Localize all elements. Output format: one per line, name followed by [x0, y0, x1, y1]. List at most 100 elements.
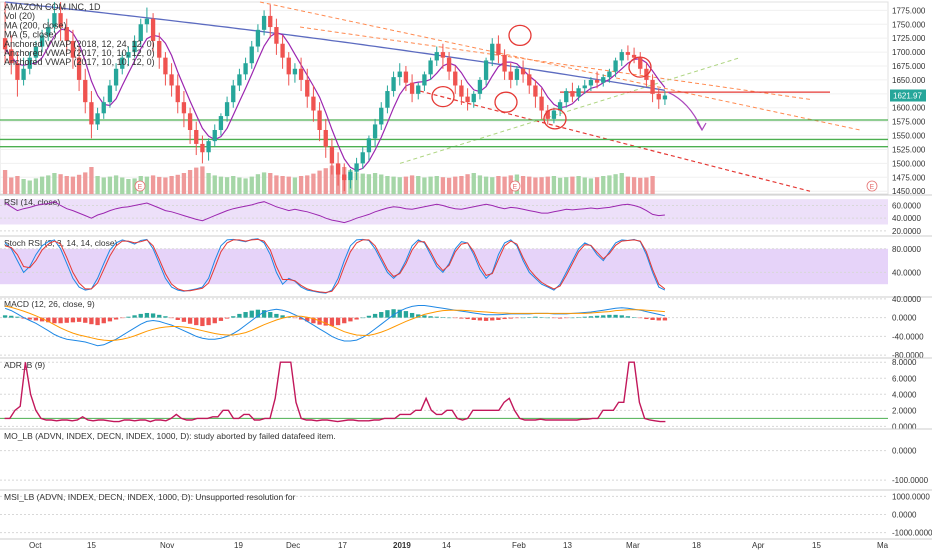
panel-tick-label: -40.0000 — [892, 332, 924, 341]
stoch-d-line — [4, 238, 666, 294]
volume-bar — [194, 167, 199, 194]
volume-bar — [638, 177, 643, 194]
macd-histogram-bar — [169, 317, 174, 319]
candle-body — [64, 27, 69, 41]
volume-bar — [218, 176, 224, 194]
volume-bar — [150, 175, 156, 194]
time-tick-label: 14 — [442, 541, 451, 550]
volume-bar — [434, 176, 439, 194]
candle-body — [120, 57, 125, 69]
macd-histogram-bar — [527, 317, 532, 318]
macd-histogram-bar — [280, 315, 285, 318]
macd-histogram-bar — [576, 317, 581, 318]
macd-histogram-bar — [644, 317, 649, 320]
candle-body — [2, 38, 8, 50]
candle-body — [255, 29, 261, 47]
legend-entry: MA (5, close) — [4, 30, 57, 40]
candle-body — [101, 102, 106, 114]
annotation-circle — [508, 24, 532, 47]
time-tick-label: Apr — [752, 541, 765, 550]
macd-histogram-bar — [570, 317, 575, 319]
macd-histogram-bar — [120, 317, 125, 319]
candle-body — [9, 49, 14, 64]
macd-histogram-bar — [490, 317, 495, 321]
macd-histogram-bar — [354, 317, 359, 320]
volume-bar — [409, 175, 415, 194]
macd-histogram-bar — [144, 312, 150, 318]
volume-bar — [539, 177, 544, 194]
annotation-circle — [543, 108, 567, 130]
macd-histogram-bar — [101, 317, 106, 324]
macd-histogram-bar — [601, 315, 606, 318]
candle-body — [557, 102, 563, 111]
indicator-panel: 80.0000 40.0000 Stoch RSI (3, 3, 14, 14, c… — [0, 235, 932, 294]
macd-histogram-bar — [323, 317, 328, 326]
indicator-panel: 0.0000 -100.0000 MO_LB (ADVN, INDEX, DECN,… — [0, 428, 932, 485]
macd-histogram-bar — [348, 317, 353, 322]
macd-histogram-bar — [298, 317, 304, 320]
panel-tick-label: 8.0000 — [892, 358, 917, 367]
earnings-marker-label: E — [138, 184, 143, 191]
candle-body — [508, 71, 513, 80]
volume-bar — [83, 172, 88, 194]
candle-body — [58, 13, 63, 28]
candle-body — [453, 71, 458, 86]
macd-histogram-bar — [132, 315, 137, 318]
price-panel[interactable]: 1775.000 1750.000 1725.000 1700.000 1675.000… — [0, 1, 926, 196]
macd-histogram-bar — [564, 317, 569, 319]
candle-body — [625, 52, 631, 55]
candle-body — [662, 95, 668, 100]
price-tick-label: 1525.000 — [892, 145, 926, 154]
volume-bar — [224, 177, 230, 194]
macd-histogram-bar — [329, 317, 335, 327]
volume-bar — [231, 176, 236, 194]
candle-body — [440, 52, 446, 58]
candle-body — [218, 116, 224, 130]
candle-body — [601, 77, 606, 83]
macd-histogram-bar — [514, 317, 520, 319]
candle-body — [434, 52, 439, 61]
volume-bar — [107, 176, 113, 194]
last-price-tag — [890, 89, 926, 102]
candle-body — [459, 85, 464, 97]
panel-tick-label: 20.0000 — [892, 227, 921, 236]
volume-bar — [391, 176, 396, 194]
macd-histogram-bar — [218, 317, 224, 321]
volume-bar — [292, 177, 298, 194]
candle-body — [527, 74, 532, 86]
candle-body — [298, 68, 304, 80]
volume-bar — [2, 170, 8, 194]
candle-body — [416, 85, 421, 94]
volume-bar — [175, 174, 180, 194]
volume-bar — [465, 174, 470, 194]
panel-title: MSI_LB (ADVN, INDEX, DECN, INDEX, 1000, … — [4, 492, 296, 502]
volume-bar — [496, 176, 501, 194]
candle-body — [261, 15, 267, 30]
volume-bar — [601, 176, 606, 194]
volume-bar — [403, 176, 409, 194]
volume-bar — [564, 177, 569, 194]
candle-body — [348, 171, 353, 181]
macd-histogram-bar — [9, 315, 14, 318]
macd-histogram-bar — [305, 317, 310, 322]
annotation-circle — [628, 56, 652, 78]
candle-body — [607, 71, 612, 78]
price-tick-label: 1775.000 — [892, 6, 926, 15]
volume-bar — [261, 172, 267, 194]
candle-body — [157, 40, 162, 58]
candle-body — [46, 27, 51, 36]
volume-bar — [453, 176, 458, 194]
volume-bar — [120, 177, 125, 194]
macd-histogram-bar — [194, 317, 199, 326]
macd-histogram-bar — [126, 316, 131, 318]
volume-bar — [360, 173, 365, 194]
time-tick-label: Nov — [160, 541, 174, 550]
macd-histogram-bar — [459, 317, 464, 319]
macd-histogram-bar — [440, 317, 446, 318]
indicator-panels[interactable]: 60.0000 40.0000 20.0000 RSI (14, close) 80.0… — [0, 194, 932, 538]
candle-body — [650, 79, 655, 94]
macd-histogram-bar — [237, 313, 242, 318]
legend-entry: Anchored VWAP (2017, 10, 10, 12, 0) — [4, 57, 155, 67]
volume-bar — [471, 173, 476, 194]
macd-histogram-bar — [588, 316, 594, 318]
